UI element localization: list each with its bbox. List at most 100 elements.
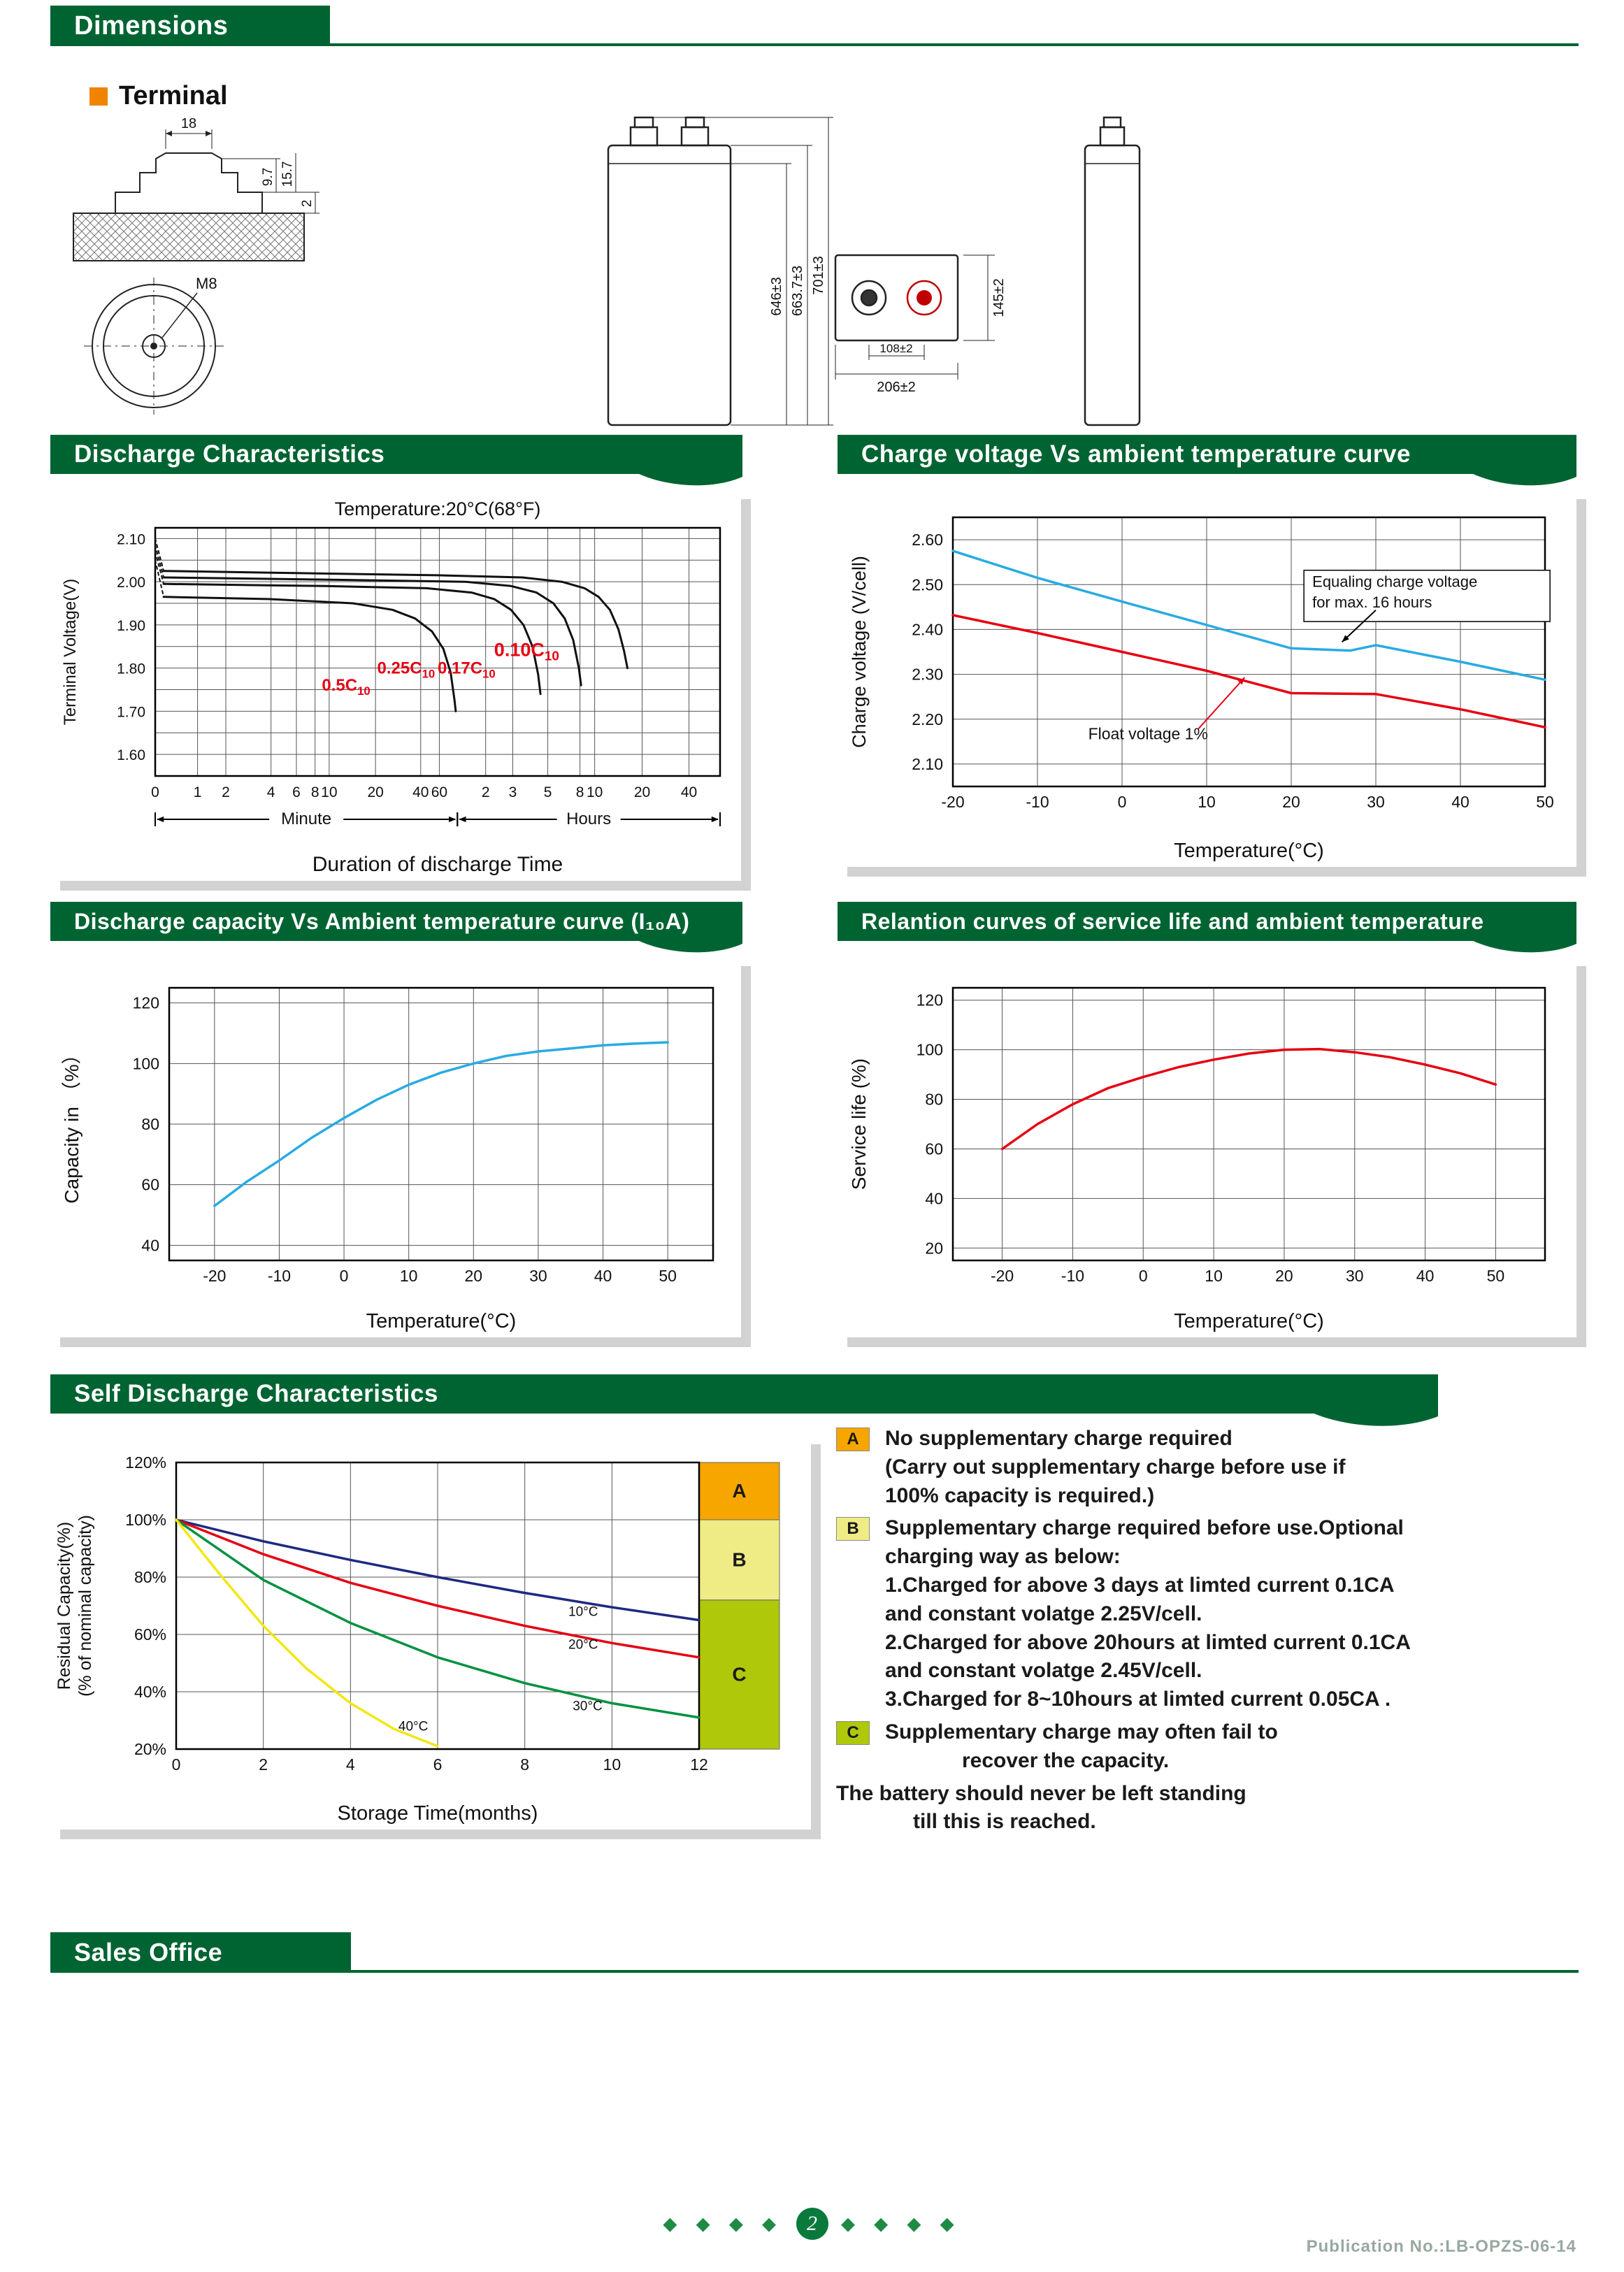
terminal-heading: Terminal xyxy=(89,81,228,111)
battery-front-view: 646±3 663.7±3 701±3 xyxy=(607,116,833,426)
svg-text:1.60: 1.60 xyxy=(117,747,145,763)
legend-tail-line: till this is reached. xyxy=(913,1810,1096,1834)
svg-text:2.10: 2.10 xyxy=(912,755,943,773)
svg-text:80: 80 xyxy=(141,1115,159,1133)
svg-text:60: 60 xyxy=(141,1176,159,1194)
legend-a-line: No supplementary charge required xyxy=(885,1427,1233,1450)
svg-text:20%: 20% xyxy=(134,1740,166,1758)
svg-text:A: A xyxy=(732,1480,746,1502)
svg-text:6: 6 xyxy=(433,1755,443,1774)
svg-text:30: 30 xyxy=(1346,1267,1364,1285)
discharge_characteristics-svg: 0 1 2 4 6 8 10 20 40 60 2 3 5 8 10 20 402.102.001.901.80… xyxy=(61,498,721,876)
banner-tail xyxy=(638,938,742,953)
svg-text:50: 50 xyxy=(1487,1267,1505,1285)
self-discharge-banner: Self Discharge Characteristics xyxy=(50,1374,1438,1426)
svg-text:2: 2 xyxy=(222,784,230,800)
dim-145: 145±2 xyxy=(991,278,1007,317)
svg-text:0: 0 xyxy=(1118,793,1127,811)
svg-text:2: 2 xyxy=(482,784,490,800)
svg-text:20: 20 xyxy=(465,1267,483,1285)
legend-b-line: and constant volatge 2.25V/cell. xyxy=(885,1602,1202,1625)
svg-text:10: 10 xyxy=(587,784,603,800)
page-footer: ◆ ◆ ◆ ◆ 2 ◆ ◆ ◆ ◆ xyxy=(0,2208,1624,2240)
svg-text:100: 100 xyxy=(133,1054,159,1072)
svg-text:0: 0 xyxy=(1139,1267,1148,1285)
battery-top-view: 108±2 206±2 145±2 xyxy=(834,254,1007,395)
banner-tail xyxy=(1312,1411,1438,1426)
discharge-banner-label: Discharge Characteristics xyxy=(74,440,385,468)
svg-text:-10: -10 xyxy=(1061,1267,1084,1285)
dim-206: 206±2 xyxy=(877,380,915,395)
dim-108: 108±2 xyxy=(879,342,912,355)
svg-text:40°C: 40°C xyxy=(398,1719,428,1734)
svg-text:10: 10 xyxy=(1205,1267,1223,1285)
charge_voltage_vs_temp-svg: -20 -10 0 10 20 30 40 50 2.60 2.50 2.40 2.30 2.20 2.1… xyxy=(849,516,1554,862)
svg-text:40%: 40% xyxy=(134,1683,166,1701)
svg-text:3: 3 xyxy=(509,784,517,800)
svg-text:20: 20 xyxy=(925,1239,943,1257)
legend-item-c: C Supplementary charge may often fail to… xyxy=(836,1718,1584,1776)
svg-text:2.00: 2.00 xyxy=(117,575,145,591)
svg-text:120: 120 xyxy=(133,994,159,1012)
svg-text:10: 10 xyxy=(603,1755,621,1774)
dim-663-7: 663.7±3 xyxy=(790,266,805,316)
svg-text:40: 40 xyxy=(594,1267,612,1285)
legend-b-line: 2.Charged for above 20hours at limted cu… xyxy=(885,1630,1411,1654)
svg-text:80%: 80% xyxy=(134,1568,166,1586)
svg-text:60%: 60% xyxy=(134,1625,166,1644)
svg-text:40: 40 xyxy=(681,784,697,800)
svg-text:Residual Capacity(%): Residual Capacity(%) xyxy=(55,1522,74,1690)
battery-side-view xyxy=(1084,116,1141,426)
terminal-bullet-icon xyxy=(89,87,108,106)
svg-text:-20: -20 xyxy=(941,793,964,811)
terminal-post-top-view: M8 xyxy=(84,275,224,415)
svg-text:C: C xyxy=(732,1663,746,1685)
svg-text:30: 30 xyxy=(1367,793,1385,811)
legend-chip-a: A xyxy=(836,1428,870,1451)
dim-2: 2 xyxy=(300,200,315,208)
self-discharge-legend: A No supplementary charge required (Carr… xyxy=(836,1425,1584,1836)
svg-text:100%: 100% xyxy=(125,1511,166,1529)
svg-text:40: 40 xyxy=(141,1236,159,1254)
svg-text:100: 100 xyxy=(917,1041,943,1059)
dim-9-7: 9.7 xyxy=(261,168,275,186)
sales-office-underline xyxy=(50,1970,1579,1973)
svg-text:40: 40 xyxy=(412,784,429,800)
discharge-capacity-chart: -20 -10 0 10 20 30 40 50 120 100 80 60 40 Capacity in… xyxy=(50,956,741,1337)
terminal-heading-label: Terminal xyxy=(119,81,228,110)
svg-text:4: 4 xyxy=(346,1755,355,1774)
svg-text:40: 40 xyxy=(925,1189,943,1207)
publication-number: Publication No.:LB-OPZS-06-14 xyxy=(1306,2237,1576,2256)
legend-item-b: B Supplementary charge required before u… xyxy=(836,1514,1584,1714)
svg-text:Duration of discharge Time: Duration of discharge Time xyxy=(312,853,563,876)
svg-text:50: 50 xyxy=(659,1267,677,1285)
discharge-capacity-banner: Discharge capacity Vs Ambient temperatur… xyxy=(50,902,742,953)
self_discharge-svg: 0 2 4 6 8 10 12 120% 100% 80% 60% 40% 20% A B C 10°C 20°C… xyxy=(55,1453,780,1825)
service-life-banner: Relantion curves of service life and amb… xyxy=(838,902,1576,953)
svg-text:1.80: 1.80 xyxy=(117,661,145,677)
charge-banner-label: Charge voltage Vs ambient temperature cu… xyxy=(861,440,1411,468)
legend-a-line: 100% capacity is required.) xyxy=(885,1483,1155,1507)
svg-text:Terminal Voltage(V): Terminal Voltage(V) xyxy=(61,579,80,725)
svg-text:Storage Time(months): Storage Time(months) xyxy=(338,1802,538,1825)
dimensions-underline xyxy=(50,43,1579,46)
dimensions-banner: Dimensions xyxy=(50,6,330,46)
svg-text:1: 1 xyxy=(194,784,202,800)
svg-text:Capacity in （%）: Capacity in （%） xyxy=(61,1044,82,1203)
svg-text:50: 50 xyxy=(1536,793,1554,811)
svg-text:80: 80 xyxy=(925,1091,943,1109)
svg-text:40: 40 xyxy=(1416,1267,1435,1285)
banner-tail xyxy=(638,471,742,486)
terminal-cross-section: 18 9.7 15.7 2 xyxy=(73,116,319,261)
banner-tail xyxy=(1472,471,1576,486)
dim-646: 646±3 xyxy=(769,277,784,315)
svg-text:0: 0 xyxy=(172,1755,181,1774)
discharge-characteristics-chart: 0 1 2 4 6 8 10 20 40 60 2 3 5 8 10 20 40 2.10 2.00 1.90 1.80… xyxy=(50,489,741,881)
svg-text:-20: -20 xyxy=(991,1267,1014,1285)
svg-text:120: 120 xyxy=(917,991,943,1009)
dim-15-7: 15.7 xyxy=(280,161,295,187)
svg-text:30°C: 30°C xyxy=(573,1699,602,1714)
page-number-badge: 2 xyxy=(796,2208,828,2240)
svg-text:12: 12 xyxy=(690,1755,708,1774)
svg-text:1.70: 1.70 xyxy=(117,704,145,720)
